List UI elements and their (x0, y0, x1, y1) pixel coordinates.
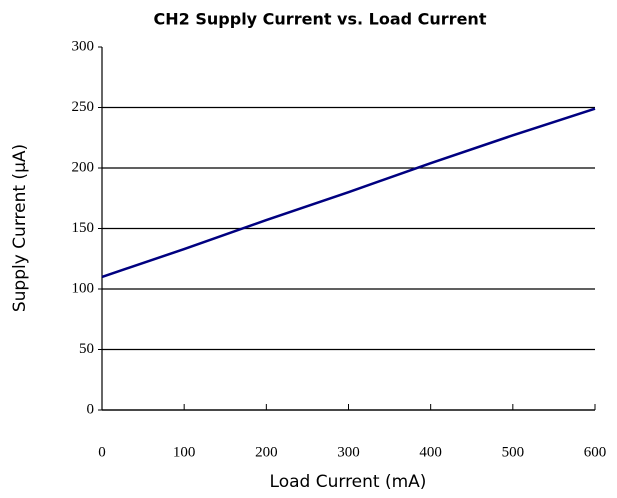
x-tick-label: 200 (255, 444, 278, 460)
x-tick-label: 600 (584, 444, 607, 460)
y-tick-label: 300 (72, 38, 95, 54)
x-tick-label: 400 (419, 444, 442, 460)
y-tick-label: 200 (72, 159, 95, 175)
x-tick-label: 500 (502, 444, 525, 460)
y-tick-label: 0 (87, 401, 95, 417)
x-tick-label: 0 (98, 444, 106, 460)
y-tick-label: 50 (79, 341, 94, 357)
y-tick-label: 150 (72, 220, 95, 236)
data-line (101, 107, 596, 279)
chart-title: CH2 Supply Current vs. Load Current (154, 10, 487, 29)
x-axis-label: Load Current (mA) (270, 472, 427, 492)
y-tick-label: 250 (72, 99, 95, 115)
x-tick-label: 300 (337, 444, 360, 460)
x-tick-label: 100 (173, 444, 196, 460)
y-axis-label: Supply Current (µA) (10, 144, 30, 312)
y-tick-label: 100 (72, 280, 95, 296)
